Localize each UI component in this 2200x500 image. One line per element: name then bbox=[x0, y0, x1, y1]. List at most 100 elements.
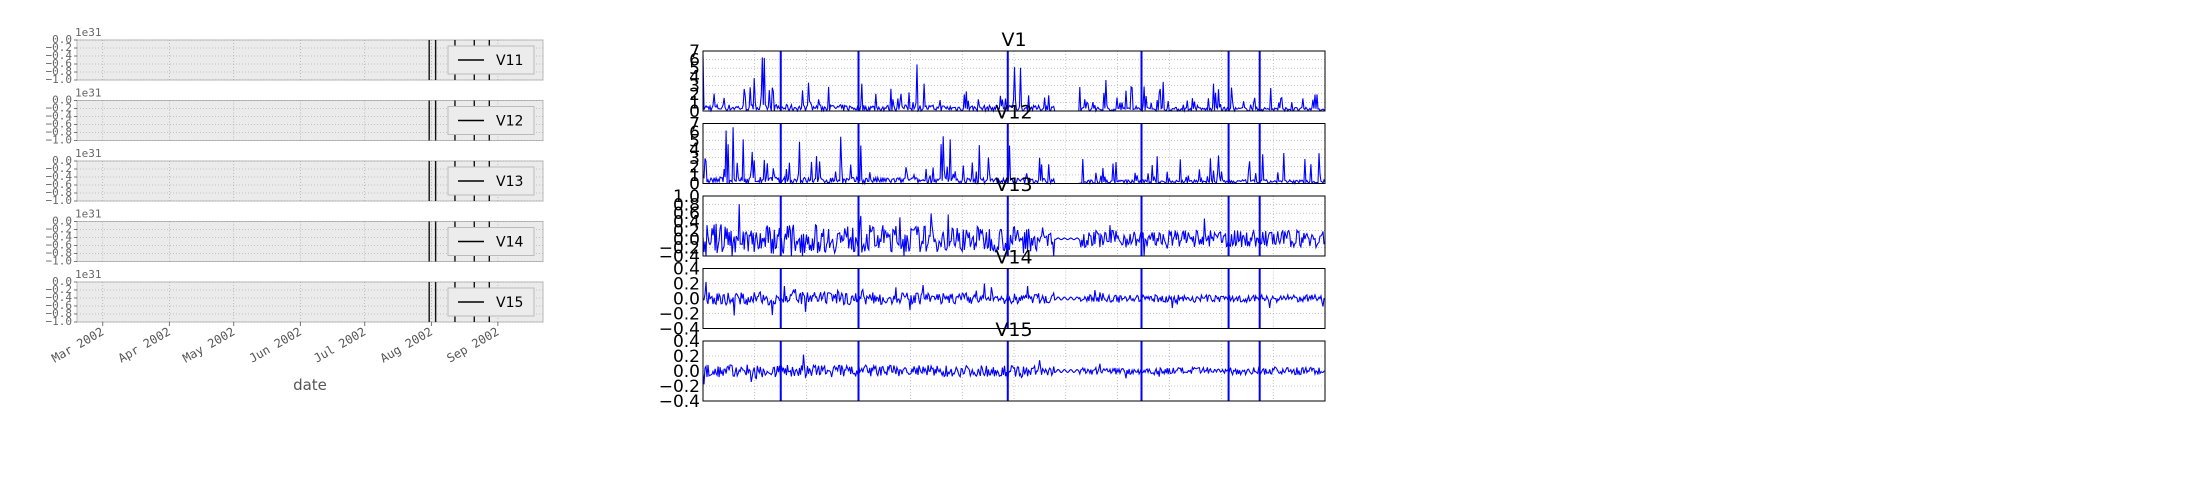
y-tick-label: 3 bbox=[689, 149, 700, 169]
y-tick-label: 6 bbox=[689, 123, 700, 143]
y-tick-label: −0.8 bbox=[46, 307, 73, 320]
y-offset-label: 1e31 bbox=[75, 26, 102, 39]
y-tick-label: −0.4 bbox=[46, 291, 73, 304]
y-tick-label: −1.0 bbox=[46, 134, 73, 147]
y-tick-label: 1 bbox=[689, 93, 700, 113]
y-tick-label: −0.2 bbox=[659, 305, 700, 325]
left-axes-v13: 0.0−0.2−0.4−0.6−0.8−1.0 1e31 V13 bbox=[46, 147, 544, 207]
right-axes-v13: −0.4−0.20.00.20.40.60.81.0 V13 bbox=[659, 174, 1326, 267]
x-tick-label: Jul 2002 bbox=[311, 324, 368, 365]
y-tick-label: 0.0 bbox=[52, 94, 72, 107]
x-tick-label: Jun 2002 bbox=[247, 324, 304, 365]
y-tick-label: 2 bbox=[689, 85, 700, 105]
x-axis-label: date bbox=[293, 376, 327, 394]
y-tick-label: −0.8 bbox=[46, 247, 73, 260]
y-tick-label: 0.0 bbox=[52, 275, 72, 288]
series-line bbox=[702, 281, 1326, 316]
y-tick-label: −0.4 bbox=[659, 392, 700, 412]
left-axes-v12: 0.0−0.2−0.4−0.6−0.8−1.0 1e31 V12 bbox=[46, 87, 544, 147]
y-tick-label: 0.4 bbox=[673, 260, 700, 280]
y-tick-label: 0.0 bbox=[52, 33, 72, 46]
y-tick-label: −0.6 bbox=[46, 57, 73, 70]
left-axes-v14: 0.0−0.2−0.4−0.6−0.8−1.0 1e31 V14 bbox=[46, 208, 544, 268]
y-tick-label: −0.2 bbox=[659, 377, 700, 397]
y-offset-label: 1e31 bbox=[75, 87, 102, 100]
chart-title: V13 bbox=[995, 174, 1032, 196]
y-tick-label: −0.2 bbox=[46, 162, 73, 175]
y-tick-label: 0.4 bbox=[673, 213, 700, 233]
series-line bbox=[702, 127, 1326, 186]
y-offset-label: 1e31 bbox=[75, 208, 102, 221]
y-tick-label: 0.0 bbox=[52, 215, 72, 228]
y-tick-label: 5 bbox=[689, 132, 700, 152]
legend-label: V14 bbox=[496, 235, 523, 251]
y-tick-label: −1.0 bbox=[46, 315, 73, 328]
y-tick-label: −0.2 bbox=[46, 41, 73, 54]
y-tick-label: −0.6 bbox=[46, 178, 73, 191]
y-tick-label: −1.0 bbox=[46, 73, 73, 86]
axes-frame bbox=[702, 123, 1326, 184]
y-tick-label: 6 bbox=[689, 51, 700, 71]
series-line bbox=[702, 55, 1326, 113]
series-line bbox=[702, 354, 1326, 385]
y-tick-label: 0.2 bbox=[673, 275, 700, 295]
y-tick-label: −0.6 bbox=[46, 239, 73, 252]
y-tick-label: 0.6 bbox=[673, 204, 700, 224]
axes-frame bbox=[702, 340, 1326, 402]
y-tick-label: 7 bbox=[689, 42, 700, 62]
y-tick-label: −0.4 bbox=[46, 170, 73, 183]
y-tick-label: 0.2 bbox=[673, 347, 700, 367]
y-tick-label: −0.4 bbox=[659, 247, 700, 267]
y-tick-label: −0.4 bbox=[46, 49, 73, 62]
x-tick-label: Sep 2002 bbox=[444, 324, 501, 365]
x-tick-label: Aug 2002 bbox=[378, 324, 435, 365]
y-tick-label: −1.0 bbox=[46, 194, 73, 207]
left-axes-v15: 0.0−0.2−0.4−0.6−0.8−1.0 1e31 V15 bbox=[46, 268, 544, 328]
y-tick-label: −0.2 bbox=[46, 223, 73, 236]
y-offset-label: 1e31 bbox=[75, 268, 102, 281]
y-tick-label: 0.0 bbox=[673, 290, 700, 310]
y-tick-label: −0.2 bbox=[659, 238, 700, 258]
x-tick-label: Mar 2002 bbox=[49, 324, 106, 365]
axes-frame bbox=[702, 195, 1326, 257]
x-tick-label: May 2002 bbox=[180, 324, 237, 365]
axes-frame bbox=[702, 50, 1326, 112]
axes-frame bbox=[702, 268, 1326, 329]
legend-label: V12 bbox=[496, 114, 523, 130]
y-tick-label: 7 bbox=[689, 115, 700, 135]
left-small-multiples: 0.0−0.2−0.4−0.6−0.8−1.01e31V110.0−0.2−0.… bbox=[46, 26, 544, 394]
y-tick-label: 0 bbox=[689, 175, 700, 195]
y-tick-label: −0.4 bbox=[659, 320, 700, 340]
y-tick-label: 4 bbox=[689, 68, 700, 88]
y-tick-label: −0.8 bbox=[46, 186, 73, 199]
y-tick-label: 1.0 bbox=[673, 187, 700, 207]
y-tick-label: 0.0 bbox=[673, 230, 700, 250]
y-tick-label: 0.0 bbox=[52, 154, 72, 167]
y-tick-label: −0.6 bbox=[46, 118, 73, 131]
y-tick-label: −0.4 bbox=[46, 110, 73, 123]
chart-title: V14 bbox=[995, 247, 1032, 269]
y-tick-label: −0.2 bbox=[46, 102, 73, 115]
y-tick-label: −0.4 bbox=[46, 231, 73, 244]
legend-label: V11 bbox=[496, 53, 523, 69]
y-tick-label: −1.0 bbox=[46, 255, 73, 268]
series-line bbox=[702, 204, 1326, 257]
legend-label: V15 bbox=[496, 295, 523, 311]
y-tick-label: 5 bbox=[689, 59, 700, 79]
y-tick-label: −0.6 bbox=[46, 299, 73, 312]
y-tick-label: 0.4 bbox=[673, 332, 700, 352]
y-tick-label: −0.8 bbox=[46, 126, 73, 139]
chart-title: V1 bbox=[1001, 29, 1026, 51]
left-axes-v11: 0.0−0.2−0.4−0.6−0.8−1.0 1e31 V11 bbox=[46, 26, 544, 86]
chart-title: V12 bbox=[995, 102, 1032, 124]
y-offset-label: 1e31 bbox=[75, 147, 102, 160]
y-tick-label: 2 bbox=[689, 157, 700, 177]
y-tick-label: −0.2 bbox=[46, 283, 73, 296]
y-tick-label: 0.8 bbox=[673, 196, 700, 216]
right-time-series-stack: 01234567V101234567V12−0.4−0.20.00.20.40.… bbox=[659, 29, 1326, 412]
